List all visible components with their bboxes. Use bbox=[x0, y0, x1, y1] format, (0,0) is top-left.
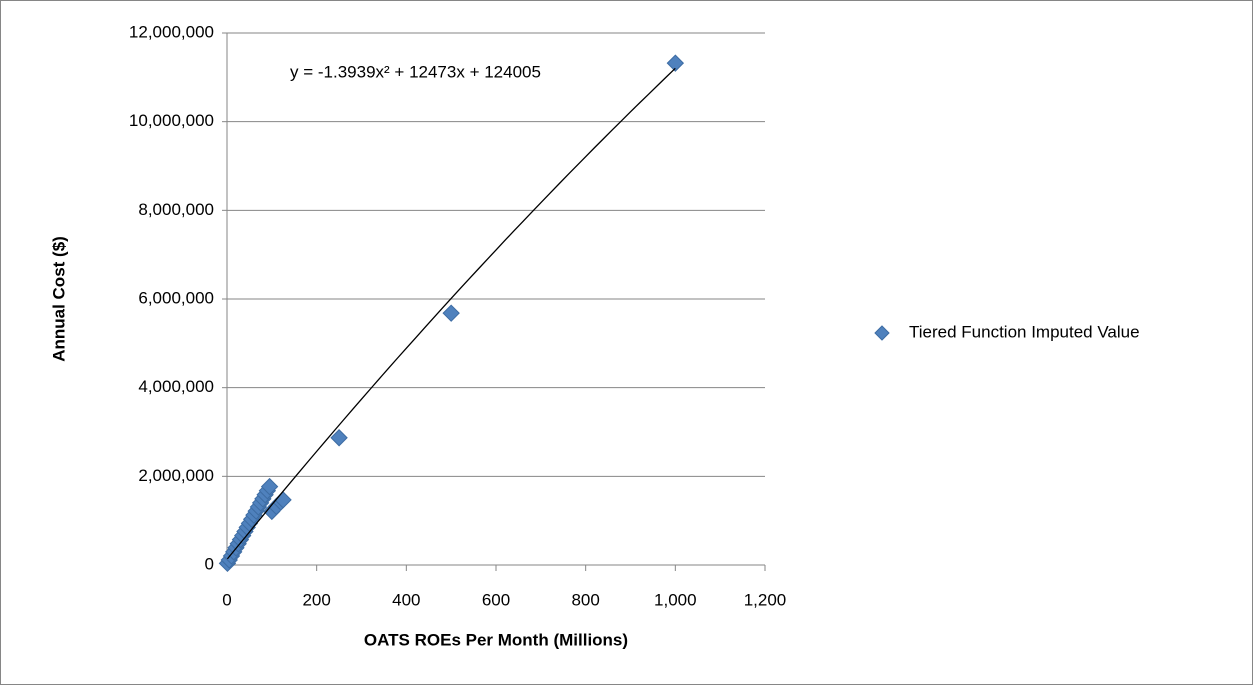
x-axis-title: OATS ROEs Per Month (Millions) bbox=[364, 630, 628, 649]
y-tick-label: 0 bbox=[205, 554, 214, 573]
data-point bbox=[330, 429, 348, 447]
x-tick-label: 200 bbox=[302, 590, 330, 609]
y-tick-label: 2,000,000 bbox=[138, 466, 214, 485]
data-point bbox=[442, 304, 460, 322]
trendline bbox=[226, 67, 676, 560]
data-point bbox=[260, 477, 279, 496]
trendline-equation: y = -1.3939x² + 12473x + 124005 bbox=[290, 62, 541, 81]
y-axis-title: Annual Cost ($) bbox=[49, 236, 68, 362]
x-tick-label: 1,200 bbox=[744, 590, 787, 609]
legend-label: Tiered Function Imputed Value bbox=[909, 322, 1140, 341]
y-tick-label: 4,000,000 bbox=[138, 377, 214, 396]
y-tick-label: 10,000,000 bbox=[129, 111, 214, 130]
x-tick-label: 800 bbox=[571, 590, 599, 609]
x-tick-label: 1,000 bbox=[654, 590, 697, 609]
x-tick-label: 600 bbox=[482, 590, 510, 609]
y-tick-label: 8,000,000 bbox=[138, 200, 214, 219]
y-tick-label: 6,000,000 bbox=[138, 288, 214, 307]
data-point bbox=[666, 54, 685, 72]
x-tick-label: 400 bbox=[392, 590, 420, 609]
legend-marker bbox=[874, 325, 890, 341]
x-tick-label: 0 bbox=[222, 590, 231, 609]
y-tick-label: 12,000,000 bbox=[129, 22, 214, 41]
